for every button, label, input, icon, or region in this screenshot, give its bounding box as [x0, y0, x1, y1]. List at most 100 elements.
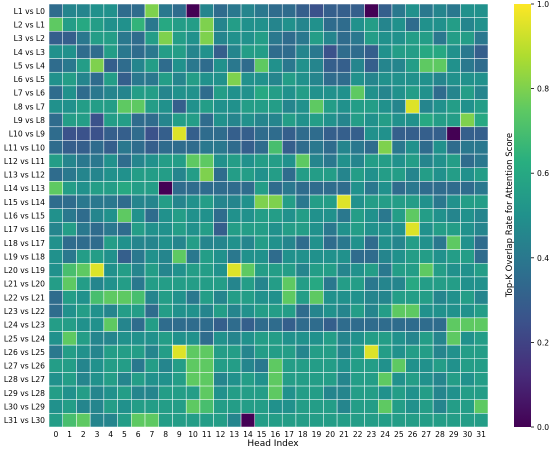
heatmap-cell-r6-c19	[309, 85, 324, 100]
heatmap-cell-r10-c31	[474, 140, 489, 155]
heatmap-cell-r26-c2	[76, 358, 91, 373]
heatmap-cell-r1-c20	[323, 17, 338, 32]
colorbar-label: Top-K Overlap Rate for Attention Score	[505, 133, 515, 298]
x-tick-label: 29	[449, 430, 459, 439]
heatmap-cell-r0-c29	[446, 3, 461, 18]
heatmap-cell-r3-c4	[103, 44, 118, 59]
heatmap-cell-r21-c22	[350, 290, 365, 305]
heatmap-cell-r17-c24	[378, 235, 393, 250]
heatmap-cell-r1-c10	[185, 17, 201, 32]
heatmap-cell-r3-c10	[185, 44, 201, 59]
heatmap-cell-r30-c21	[336, 413, 352, 428]
heatmap-cell-r4-c1	[62, 58, 77, 73]
heatmap-cell-r8-c11	[199, 112, 214, 128]
heatmap-cell-r1-c2	[76, 17, 91, 32]
heatmap-cell-r22-c15	[254, 303, 269, 319]
heatmap-cell-r17-c6	[131, 235, 146, 250]
heatmap-cell-r22-c28	[432, 303, 448, 319]
heatmap-cell-r5-c24	[378, 71, 393, 87]
y-tick-label: L27 vs L26	[4, 362, 45, 371]
heatmap-cell-r13-c25	[391, 181, 406, 196]
heatmap-cell-r21-c20	[323, 290, 338, 305]
x-axis-label: Head Index	[247, 439, 299, 449]
heatmap-cell-r11-c14	[240, 153, 256, 169]
heatmap-cell-r2-c30	[460, 31, 475, 46]
heatmap-cell-r21-c1	[62, 290, 77, 305]
heatmap-cell-r18-c17	[281, 249, 297, 264]
heatmap-cell-r9-c4	[103, 126, 118, 141]
heatmap-cell-r4-c24	[378, 58, 393, 73]
heatmap-cell-r26-c28	[432, 358, 448, 373]
heatmap-cell-r2-c24	[378, 31, 393, 46]
heatmap-cell-r29-c13	[227, 399, 242, 414]
heatmap-cell-r10-c9	[172, 140, 187, 155]
heatmap-cell-r24-c11	[199, 331, 214, 346]
heatmap-cell-r11-c29	[446, 153, 461, 169]
heatmap-cell-r12-c12	[213, 167, 228, 182]
heatmap-cell-r10-c15	[254, 140, 269, 155]
heatmap-cell-r24-c31	[474, 331, 489, 346]
heatmap-cell-r19-c18	[295, 263, 310, 278]
heatmap-cell-r21-c13	[227, 290, 242, 305]
x-tick-label: 26	[408, 430, 418, 439]
heatmap-cell-r15-c19	[309, 208, 324, 223]
heatmap-cell-r3-c0	[48, 44, 63, 59]
heatmap-cell-r30-c0	[48, 413, 63, 428]
heatmap-cell-r8-c15	[254, 112, 269, 128]
heatmap-cell-r19-c31	[474, 263, 489, 278]
heatmap-cell-r8-c28	[432, 112, 448, 128]
heatmap-cell-r30-c6	[131, 413, 146, 428]
heatmap-cell-r25-c3	[89, 344, 105, 360]
heatmap-cell-r27-c25	[391, 372, 406, 387]
heatmap-cell-r4-c12	[213, 58, 228, 73]
heatmap-cell-r0-c4	[103, 3, 118, 18]
heatmap-cell-r5-c19	[309, 71, 324, 87]
heatmap-cell-r21-c9	[172, 290, 187, 305]
heatmap-cell-r22-c7	[144, 303, 159, 319]
heatmap-cell-r27-c13	[227, 372, 242, 387]
heatmap-cell-r27-c12	[213, 372, 228, 387]
heatmap-cell-r25-c26	[405, 344, 420, 360]
x-tick-label: 4	[108, 430, 113, 439]
heatmap-cell-r2-c20	[323, 31, 338, 46]
heatmap-cells	[48, 3, 489, 428]
heatmap-cell-r16-c1	[62, 222, 77, 237]
heatmap-cell-r4-c8	[158, 58, 173, 73]
heatmap-cell-r25-c29	[446, 344, 461, 360]
heatmap-cell-r3-c25	[391, 44, 406, 59]
x-tick-label: 12	[216, 430, 226, 439]
heatmap-cell-r13-c17	[281, 181, 297, 196]
heatmap-cell-r10-c28	[432, 140, 448, 155]
heatmap-cell-r18-c31	[474, 249, 489, 264]
heatmap-cell-r6-c3	[89, 85, 105, 100]
x-tick-label: 22	[353, 430, 363, 439]
heatmap-cell-r3-c14	[240, 44, 256, 59]
heatmap-cell-r4-c22	[350, 58, 365, 73]
heatmap-cell-r0-c15	[254, 3, 269, 18]
heatmap-cell-r26-c29	[446, 358, 461, 373]
heatmap-cell-r2-c4	[103, 31, 118, 46]
heatmap-cell-r15-c1	[62, 208, 77, 223]
heatmap-cell-r29-c26	[405, 399, 420, 414]
heatmap-cell-r25-c0	[48, 344, 63, 360]
heatmap-cell-r12-c24	[378, 167, 393, 182]
heatmap-cell-r18-c26	[405, 249, 420, 264]
x-tick-label: 3	[95, 430, 100, 439]
heatmap-cell-r30-c1	[62, 413, 77, 428]
heatmap-cell-r22-c29	[446, 303, 461, 319]
heatmap-cell-r1-c31	[474, 17, 489, 32]
heatmap-cell-r20-c11	[199, 276, 214, 291]
heatmap-cell-r11-c17	[281, 153, 297, 169]
heatmap-cell-r18-c20	[323, 249, 338, 264]
heatmap-cell-r30-c11	[199, 413, 214, 428]
heatmap-cell-r26-c3	[89, 358, 105, 373]
heatmap-cell-r6-c21	[336, 85, 352, 100]
heatmap-cell-r29-c3	[89, 399, 105, 414]
heatmap-cell-r16-c3	[89, 222, 105, 237]
heatmap-cell-r5-c7	[144, 71, 159, 87]
heatmap-cell-r19-c15	[254, 263, 269, 278]
heatmap-cell-r2-c25	[391, 31, 406, 46]
heatmap-cell-r4-c14	[240, 58, 256, 73]
heatmap-cell-r19-c28	[432, 263, 448, 278]
